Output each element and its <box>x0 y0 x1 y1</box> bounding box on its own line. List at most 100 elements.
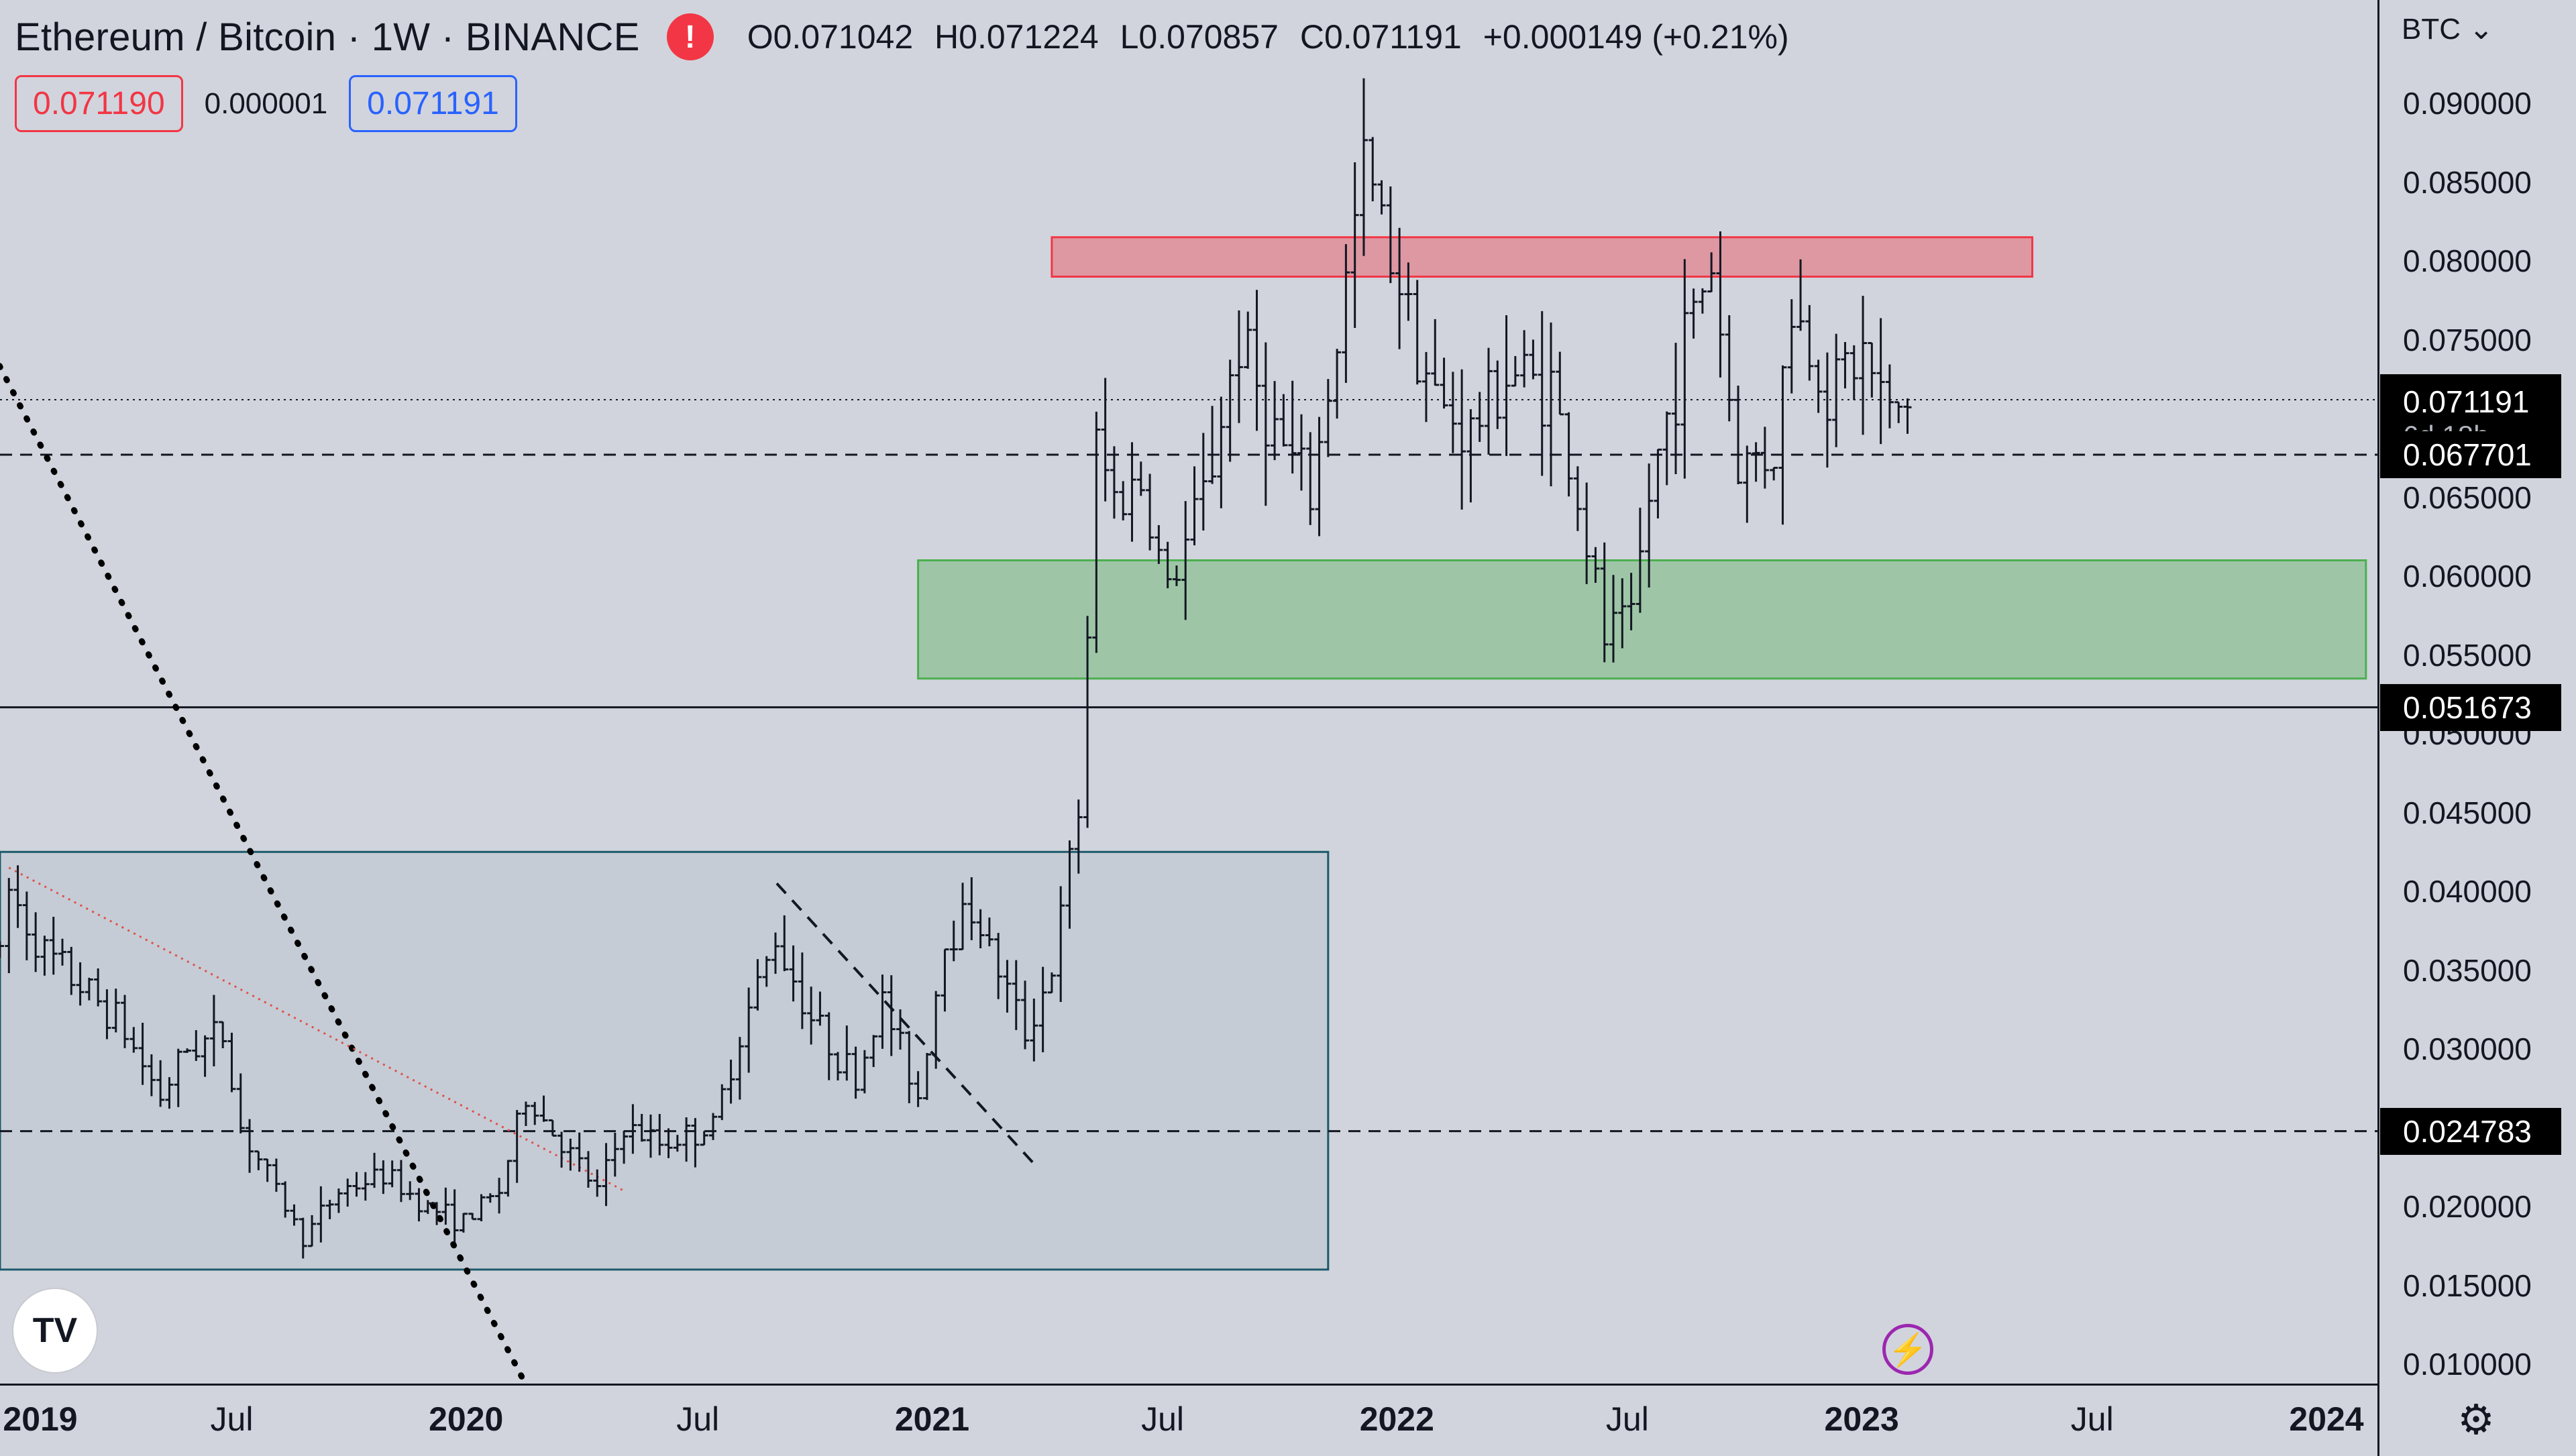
ohlc-bar <box>76 962 85 1006</box>
symbol-title[interactable]: Ethereum / Bitcoin · 1W · BINANCE <box>15 15 640 59</box>
ohlc-bar <box>1324 379 1332 457</box>
buy-button[interactable]: 0.071191 <box>349 75 517 132</box>
ohlc-bar <box>1698 288 1707 314</box>
x-tick-label: 2021 <box>894 1400 970 1438</box>
ohlc-bar <box>869 1035 878 1068</box>
price-chart-svg[interactable] <box>0 0 2377 1384</box>
ohlc-bar <box>1306 432 1315 525</box>
ohlc-bar <box>281 1181 290 1218</box>
ohlc-bar <box>0 941 4 958</box>
ohlc-bar <box>1012 960 1020 1030</box>
lightning-icon[interactable]: ⚡ <box>1882 1324 1933 1375</box>
chart-header: Ethereum / Bitcoin · 1W · BINANCE ! O0.0… <box>0 0 1801 74</box>
currency-selector[interactable]: BTC ⌄ <box>2402 12 2493 46</box>
ohlc-bar <box>1350 162 1359 328</box>
ohlc-bar <box>325 1200 334 1219</box>
ohlc-bar <box>49 917 58 975</box>
ohlc-bar <box>985 917 994 946</box>
ohlc-bar <box>1359 78 1368 256</box>
ohlc-bar <box>477 1194 486 1222</box>
time-axis-separator <box>0 1384 2377 1386</box>
ohlc-bar <box>147 1054 156 1097</box>
ohlc-bar <box>682 1117 691 1162</box>
ohlc-bar <box>67 946 76 995</box>
ohlc-bar <box>780 915 789 972</box>
ohlc-bar <box>1547 322 1555 487</box>
high-value: H0.071224 <box>934 18 1099 56</box>
ohlc-bar <box>905 1031 914 1104</box>
ohlc-bar <box>1752 442 1760 482</box>
ohlc-bar <box>361 1172 370 1201</box>
ohlc-bar <box>1600 542 1609 663</box>
ohlc-bar <box>1484 347 1493 455</box>
ohlc-bar <box>1047 972 1056 994</box>
ohlc-bar <box>753 959 762 1011</box>
ohlc-bar <box>1796 259 1805 331</box>
y-tick-label: 0.060000 <box>2403 559 2532 594</box>
ohlc-bar <box>708 1113 717 1140</box>
ohlc-bar <box>1662 411 1671 486</box>
ohlc-bar <box>1716 231 1725 378</box>
ohlc-bar <box>1083 616 1092 828</box>
ohlc-bar <box>254 1150 263 1170</box>
ohlc-bar <box>735 1037 744 1100</box>
currency-label: BTC <box>2402 13 2461 46</box>
ohlc-bar <box>860 1050 869 1094</box>
ohlc-bar <box>1511 355 1519 387</box>
ohlc-bar <box>103 989 111 1040</box>
ohlc-bar <box>584 1151 592 1188</box>
ohlc-bar <box>1823 352 1831 468</box>
ohlc-bar <box>486 1193 494 1203</box>
ohlc-bar <box>1841 342 1849 389</box>
ohlc-bar <box>1672 343 1680 474</box>
ohlc-bar <box>1074 799 1083 874</box>
ohlc-bar <box>1181 501 1190 620</box>
ohlc-bar <box>1448 372 1457 453</box>
ohlc-bar <box>388 1160 396 1188</box>
ohlc-bar <box>1618 578 1627 649</box>
ohlc-bar <box>1333 349 1342 419</box>
ohlc-bar <box>272 1158 280 1192</box>
x-tick-label: Jul <box>1605 1400 1649 1438</box>
ohlc-bar <box>932 991 941 1069</box>
ohlc-bar <box>138 1023 147 1085</box>
ohlc-bar <box>22 891 31 960</box>
ohlc-bar <box>396 1160 405 1202</box>
ohlc-bar <box>887 975 896 1056</box>
ohlc-bar <box>1038 966 1047 1052</box>
ohlc-bar <box>1591 547 1600 583</box>
ohlc-bar <box>1252 290 1261 431</box>
exclamation-icon[interactable]: ! <box>666 13 714 60</box>
ohlc-bar <box>1458 369 1466 510</box>
x-tick-label: 2020 <box>429 1400 504 1438</box>
ohlc-bar <box>610 1133 619 1177</box>
ohlc-readout: O0.071042 H0.071224 L0.070857 C0.071191 … <box>747 17 1801 56</box>
ohlc-bar <box>1627 573 1635 630</box>
y-tick-label: 0.065000 <box>2403 480 2532 515</box>
ohlc-bar <box>1057 886 1065 1002</box>
ohlc-bar <box>816 991 824 1026</box>
ohlc-bar <box>1564 412 1573 497</box>
ohlc-bar <box>1413 280 1421 385</box>
ohlc-bar <box>415 1188 423 1222</box>
ohlc-bar <box>762 956 771 987</box>
ohlc-bar <box>129 1027 138 1053</box>
ohlc-bar <box>1849 345 1858 400</box>
gear-icon[interactable]: ⚙ <box>2457 1396 2495 1443</box>
ohlc-bar <box>441 1187 450 1225</box>
ohlc-bar <box>1635 508 1644 613</box>
ohlc-bar <box>1092 411 1101 653</box>
level-price-tag: 0.024783 <box>2380 1107 2561 1155</box>
ohlc-bar <box>1208 406 1217 484</box>
ohlc-bar <box>1404 262 1413 321</box>
ohlc-bar <box>914 1071 922 1107</box>
tradingview-logo-icon[interactable]: TV <box>12 1288 98 1374</box>
ohlc-bar <box>1493 360 1502 429</box>
ohlc-bar <box>1421 351 1430 423</box>
sell-button[interactable]: 0.071190 <box>15 75 183 132</box>
ohlc-bar <box>299 1217 307 1259</box>
ohlc-bar <box>1466 409 1475 503</box>
y-tick-label: 0.010000 <box>2403 1347 2532 1382</box>
level-price-tag: 0.051673 <box>2380 683 2561 731</box>
